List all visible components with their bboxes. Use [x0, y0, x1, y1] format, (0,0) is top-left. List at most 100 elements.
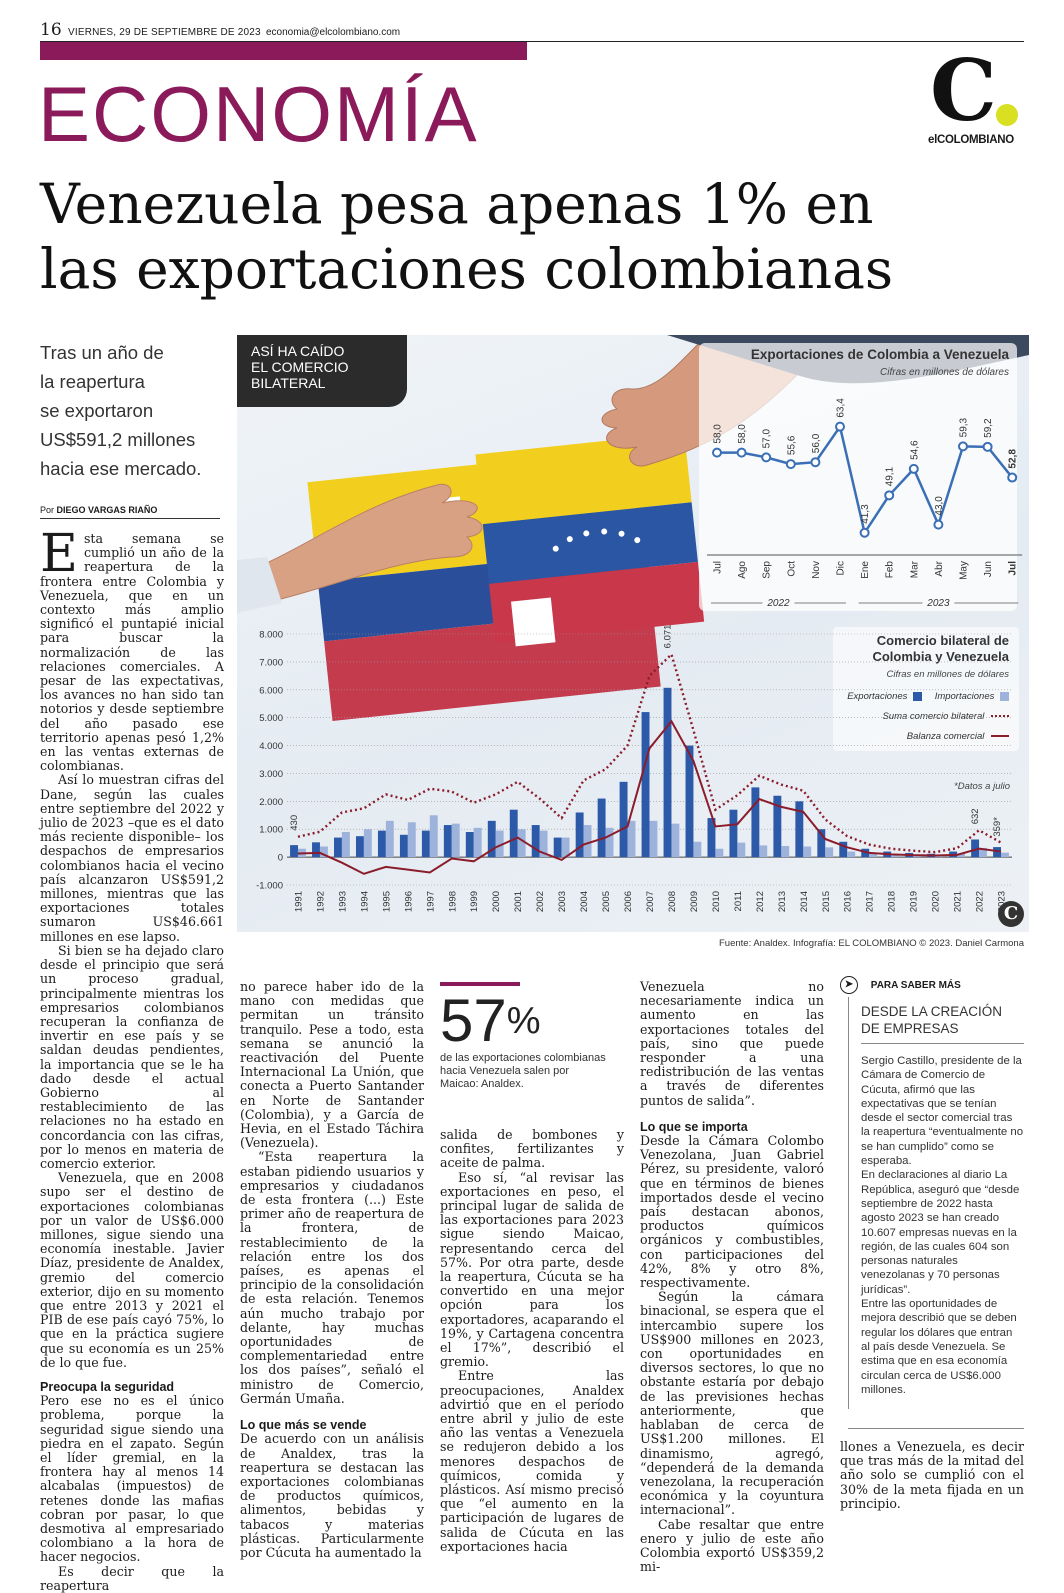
y-tick-label: 0	[278, 853, 283, 864]
pull-quote-number: 57	[440, 987, 507, 1054]
export-bar	[531, 825, 540, 858]
import-bar	[605, 827, 614, 858]
export-bar	[399, 834, 408, 858]
legend-imports-label: Importaciones	[934, 691, 995, 702]
y-tick-label: 4.000	[259, 741, 283, 752]
bilateral-trade-chart: 8.000 7.000 6.000 5.000 4.000 3.000 2.000 1.000…	[256, 625, 1012, 916]
y-tick-label: 6.000	[259, 685, 283, 696]
export-bar	[839, 841, 848, 858]
x-tick-label: 2003	[557, 891, 568, 912]
y-tick-label: 1.000	[259, 825, 283, 836]
export-bar	[971, 839, 980, 858]
y-tick-label: 8.000	[259, 630, 283, 641]
x-tick-label: 1995	[381, 891, 392, 912]
import-bar	[671, 823, 680, 858]
bar-data-label: 6.071	[662, 625, 673, 649]
pull-quote-unit: %	[506, 1000, 541, 1042]
paragraph: Venezuela no necesariamente indica un au…	[640, 979, 824, 1108]
line-chart-point	[712, 447, 722, 458]
line-chart-month-label: May	[959, 561, 970, 580]
body-column-2: no parece haber ido de la mano con medid…	[240, 979, 424, 1560]
import-bar	[825, 847, 834, 858]
paragraph: no parece haber ido de la mano con medid…	[240, 979, 424, 1151]
import-bar	[869, 852, 878, 858]
x-tick-label: 1994	[359, 891, 370, 912]
el-colombiano-logo: C elCOLOMBIANO	[928, 46, 1024, 148]
monthly-chart-subtitle: Cifras en millones de dólares	[880, 367, 1009, 378]
sidebar-title-line: DE EMPRESAS	[861, 1021, 959, 1036]
section-color-bar	[40, 42, 527, 60]
sidebar-kicker: ➤ PARA SABER MÁS	[840, 975, 1024, 997]
y-tick-label: 2.000	[259, 797, 283, 808]
import-bar	[473, 827, 482, 858]
subhead-line: la reapertura	[40, 371, 145, 392]
subhead-line: Tras un año de	[40, 342, 164, 363]
export-bar	[443, 825, 452, 858]
line-chart-data-label: 52,8	[1008, 449, 1019, 469]
x-tick-label: 1997	[425, 891, 436, 912]
export-bar	[597, 798, 606, 858]
line-chart-month-label: Ago	[737, 561, 748, 579]
monthly-exports-chart: 58,0 Jul 58,0 Ago 57,0 Sep 55,6 Oct 56,0 Nov 63,4 D…	[707, 398, 1023, 609]
paragraph: Desde la Cámara Colombo Venezolana, Juan…	[640, 1133, 824, 1291]
bar-data-label: 430	[289, 815, 300, 831]
headline-line-2: las exportaciones colombianas	[40, 237, 894, 301]
export-bar	[751, 787, 760, 858]
infographic: ASÍ HA CAÍDO EL COMERCIO BILATERAL Expor…	[237, 335, 1029, 932]
body-column-4: Venezuela no necesariamente indica un au…	[640, 979, 824, 1574]
x-tick-label: 2007	[645, 891, 656, 912]
header-rule	[40, 41, 1024, 42]
bilateral-chart-subtitle: Cifras en millones de dólares	[886, 669, 1009, 680]
sidebar-bottom-rule	[848, 1428, 1024, 1429]
sidebar-inner: DESDE LA CREACIÓN DE EMPRESAS Sergio Cas…	[848, 997, 1024, 1410]
line-chart-point	[835, 421, 845, 432]
paragraph: “Esta reapertura la estaban pidiendo usu…	[240, 1149, 424, 1406]
paragraph-text: sta semana se cumplió un año de la reape…	[40, 531, 224, 774]
import-bar	[495, 830, 504, 858]
page-header: 16 VIERNES, 29 DE SEPTIEMBRE DE 2023 eco…	[40, 20, 1024, 40]
x-tick-label: 2021	[953, 891, 964, 912]
import-bar	[693, 841, 702, 858]
subheading: Preocupa la seguridad	[40, 1379, 175, 1394]
import-bar	[781, 845, 790, 858]
section-email[interactable]: economia@elcolombiano.com	[266, 27, 401, 38]
import-bar	[583, 825, 592, 858]
export-bar	[575, 812, 584, 858]
paragraph: salida de bombones y confites, fertiliza…	[440, 1127, 624, 1171]
line-chart-month-label: Dic	[836, 561, 847, 575]
import-bar	[649, 820, 658, 858]
import-bar	[363, 829, 372, 858]
subhead-line: se exportaron	[40, 400, 154, 421]
bar-data-label: 632	[970, 808, 981, 824]
sidebar-paragraph: Sergio Castillo, presidente de la Cámara…	[861, 1055, 1024, 1168]
export-bar	[377, 830, 386, 858]
pull-quote-rule	[440, 982, 520, 986]
line-chart-data-label: 43,0	[934, 496, 945, 516]
import-bar	[715, 848, 724, 858]
monthly-chart-panel	[699, 343, 1017, 611]
import-bar	[891, 854, 900, 858]
import-bar	[407, 822, 416, 858]
x-tick-label: 2013	[777, 891, 788, 912]
import-bar	[429, 815, 438, 858]
import-bar	[759, 845, 768, 858]
export-bar	[993, 847, 1002, 858]
paragraph: Así lo muestran cifras del Dane, según l…	[40, 772, 224, 944]
export-bar	[465, 832, 474, 858]
x-tick-label: 1999	[469, 891, 480, 912]
line-chart-point	[785, 459, 796, 470]
infographic-logo-letter: C	[1003, 903, 1019, 924]
line-chart-data-label: 58,0	[737, 424, 748, 444]
x-tick-label: 2020	[931, 891, 942, 912]
subheadline: Tras un año de la reapertura se exportar…	[40, 338, 235, 483]
body-column-5-end: llones a Venezuela, es decir que tras má…	[840, 1439, 1024, 1511]
y-tick-label: 3.000	[259, 769, 283, 780]
x-tick-label: 2001	[513, 891, 524, 912]
infographic-logo: C	[998, 901, 1024, 927]
export-bar	[421, 830, 430, 858]
balance-line	[297, 719, 1002, 875]
sidebar-text: Sergio Castillo, presidente de la Cámara…	[861, 1054, 1024, 1409]
sidebar-paragraph: En declaraciones al diario La República,…	[861, 1169, 1020, 1296]
section-title: ECONOMÍA	[38, 70, 479, 158]
drop-cap: E	[40, 524, 78, 584]
